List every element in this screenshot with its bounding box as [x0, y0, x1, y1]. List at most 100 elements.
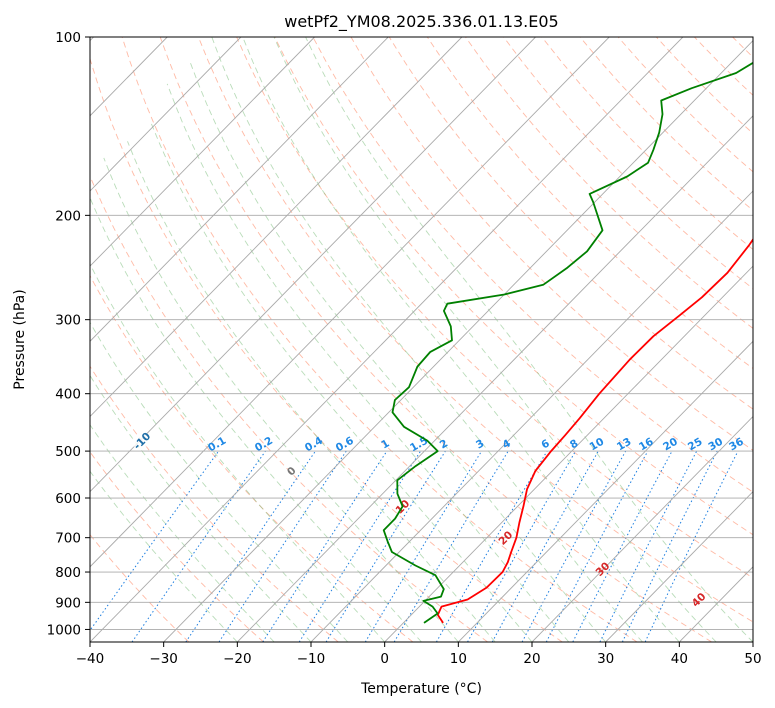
moist-adiabat-line: [166, 83, 570, 642]
x-tick-label: 0: [380, 651, 389, 667]
mixing-ratio-line: [90, 450, 220, 632]
x-tick-label: −20: [223, 651, 252, 667]
dry-adiabat-label: -10: [131, 430, 153, 452]
mixing-ratio-label: 4: [501, 437, 513, 451]
isotherm-line: [384, 265, 753, 642]
moist-adiabat-line: [150, 123, 533, 642]
dewpoint-profile: [382, 61, 753, 624]
dry-adiabat-line: [90, 274, 414, 642]
dry-adiabat-line: [655, 37, 753, 135]
y-tick-label: 500: [55, 444, 81, 460]
dry-adiabat-line: [732, 37, 753, 58]
chart-title: wetPf2_YM08.2025.336.01.13.E05: [284, 12, 558, 32]
y-axis-ticks: 100 200 300 400 500 600 700 800 900 1000: [47, 30, 90, 638]
isotherm-line: [752, 641, 753, 642]
y-axis-label: Pressure (hPa): [12, 289, 28, 389]
mixing-ratio-line: [325, 450, 446, 642]
dry-adiabat-line: [197, 37, 753, 623]
y-tick-label: 800: [55, 565, 81, 581]
moist-adiabats: [90, 37, 753, 642]
dry-adiabat-line: [388, 37, 753, 410]
isotherm-line: [531, 415, 753, 642]
y-tick-label: 300: [55, 313, 81, 329]
mixing-ratio-line: [393, 450, 509, 642]
isotherm-line: [90, 37, 389, 342]
dry-adiabat-line: [312, 37, 753, 493]
moist-adiabat-line: [90, 470, 238, 642]
y-tick-label: 100: [55, 30, 81, 46]
moist-adiabat-line: [189, 61, 607, 642]
x-tick-label: 20: [523, 651, 540, 667]
mixing-ratio-line: [298, 450, 422, 642]
y-tick-label: 600: [55, 491, 81, 507]
dry-adiabat-line: [90, 534, 190, 642]
isotherm-line: [237, 115, 753, 642]
dry-adiabat-line: [426, 37, 753, 370]
x-tick-label: 10: [450, 651, 467, 667]
moist-adiabat-line: [242, 37, 680, 642]
isotherm-line: [605, 491, 753, 642]
isotherm-line: [90, 37, 315, 267]
y-tick-label: 200: [55, 208, 81, 224]
isotherm-line: [90, 37, 536, 493]
mixing-ratio-line: [521, 450, 627, 642]
x-tick-label: −40: [76, 651, 105, 667]
temperature-profile: [436, 237, 753, 624]
mixing-ratio-line: [218, 450, 347, 642]
isotherm-line: [163, 39, 753, 642]
moist-adiabat-line: [103, 157, 459, 642]
x-tick-label: 40: [671, 651, 688, 667]
y-tick-label: 900: [55, 595, 81, 611]
mixing-ratio-lines: [90, 450, 739, 642]
mixing-ratio-line: [131, 450, 266, 642]
x-tick-label: −10: [297, 651, 326, 667]
dry-adiabat-line: [617, 37, 753, 173]
dry-adiabat-line: [90, 451, 264, 642]
dry-adiabat-line: [121, 37, 638, 642]
moist-adiabat-line: [90, 196, 422, 642]
dry-adiabat-line: [90, 175, 488, 642]
dry-adiabat-line: [579, 37, 753, 212]
y-tick-label: 700: [55, 531, 81, 547]
mixing-ratio-line: [621, 450, 718, 642]
mixing-ratio-line: [467, 450, 577, 642]
mixing-ratio-label: 2: [438, 437, 450, 451]
mixing-ratio-label: 6: [539, 437, 551, 451]
dry-adiabat-line: [350, 37, 753, 451]
isotherm-line: [458, 340, 753, 642]
mixing-ratio-line: [364, 450, 483, 642]
moist-adiabat-line: [273, 37, 717, 642]
moist-adiabat-label: 0: [285, 465, 299, 479]
dry-adiabat-line: [159, 37, 712, 642]
y-tick-label: 1000: [47, 622, 81, 638]
y-tick-label: 400: [55, 387, 81, 403]
dry-adiabat-line: [503, 37, 753, 290]
dry-adiabats: [90, 37, 775, 642]
moist-adiabat-line: [90, 374, 312, 642]
mixing-ratio-line: [262, 450, 388, 642]
isotherm-line: [90, 37, 684, 642]
dry-adiabat-line: [694, 37, 753, 96]
dry-adiabat-line: [90, 56, 563, 642]
isobars: [90, 37, 753, 630]
x-axis-label: Temperature (°C): [360, 681, 482, 697]
moist-adiabat-label: 20: [497, 529, 516, 548]
moist-adiabat-line: [90, 321, 349, 642]
moist-adiabat-line: [90, 262, 386, 642]
dry-adiabat-line: [771, 37, 775, 642]
isotherm-line: [90, 37, 463, 418]
label-backdrop: [132, 434, 151, 447]
profiles: [382, 61, 753, 624]
moist-adiabat-line: [305, 37, 753, 642]
isotherm-line: [90, 37, 610, 568]
isotherm-line: [679, 566, 753, 642]
dry-adiabat-line: [274, 37, 753, 536]
dry-adiabat-line: [90, 365, 339, 642]
isotherm-line: [90, 37, 242, 192]
plot-frame: [89, 36, 754, 643]
mixing-ratio-label: 3: [474, 437, 486, 451]
moist-adiabat-line: [211, 37, 643, 642]
x-axis-ticks: −40 −30 −20 −10 0 10 20 30 40 50: [76, 642, 762, 667]
dry-adiabat-line: [236, 37, 753, 579]
